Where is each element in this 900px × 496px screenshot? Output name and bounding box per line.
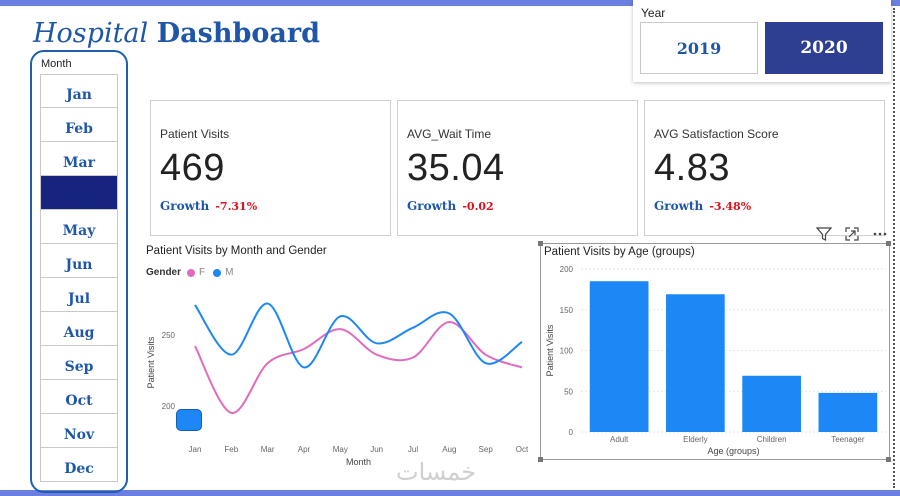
kpi-growth: Growth -7.31% — [160, 199, 257, 213]
kpi-value: 469 — [160, 147, 225, 189]
kpi-label: Patient Visits — [160, 127, 230, 141]
growth-value: -3.48% — [709, 200, 752, 213]
y-tick-label: 250 — [162, 331, 176, 340]
y-tick-label: 0 — [569, 428, 574, 437]
month-slicer: Jan Feb Mar Apr May Jun Jul Aug Sep Oct Nov Dec — [40, 74, 118, 482]
month-option-nov[interactable]: Nov — [40, 414, 118, 448]
chart-legend: Gender F M — [146, 267, 237, 278]
month-option-oct[interactable]: Oct — [40, 380, 118, 414]
y-axis-title: Patient Visits — [545, 324, 555, 376]
month-option-may[interactable]: May — [40, 210, 118, 244]
year-slicer-label: Year — [641, 6, 666, 20]
kpi-card-patient-visits: Patient Visits 469 Growth -7.31% — [150, 100, 391, 236]
x-tick-label: Jan — [189, 445, 202, 454]
x-tick-label: Sep — [479, 445, 494, 454]
page-title: Hospital Dashboard — [33, 18, 320, 49]
bar-adult[interactable] — [589, 281, 649, 432]
y-axis-title: Patient Visits — [146, 336, 156, 388]
kpi-value: 35.04 — [407, 147, 505, 189]
month-slicer-frame — [30, 50, 128, 493]
page-boundary — [893, 8, 895, 488]
resize-handle[interactable] — [886, 457, 891, 462]
y-tick-label: 200 — [560, 265, 574, 274]
kpi-label: AVG_Wait Time — [407, 127, 492, 141]
month-slicer-label: Month — [41, 58, 72, 70]
x-tick-label: Apr — [298, 445, 311, 454]
focus-mode-icon[interactable] — [843, 225, 861, 243]
x-axis-title: Age (groups) — [707, 446, 759, 456]
chart-title: Patient Visits by Month and Gender — [146, 245, 327, 257]
chart-focus-button[interactable] — [176, 409, 202, 431]
x-tick-label: Elderly — [683, 435, 707, 444]
x-tick-label: Adult — [610, 435, 629, 444]
bar-chart-plot: 0 50 100 150 200 Adult Elderly Children Teenager… — [545, 265, 886, 456]
y-tick-label: 50 — [564, 387, 573, 396]
kpi-value: 4.83 — [654, 147, 730, 189]
bar-elderly[interactable] — [666, 294, 725, 432]
growth-label: Growth — [654, 199, 704, 213]
title-part-dashboard: Dashboard — [156, 18, 320, 49]
legend-item-f[interactable]: F — [199, 267, 206, 278]
x-tick-label: Aug — [442, 445, 456, 454]
visual-header-toolbar — [815, 225, 889, 243]
month-option-feb[interactable]: Feb — [40, 108, 118, 142]
month-option-jan[interactable]: Jan — [40, 74, 118, 108]
bar-children[interactable] — [742, 375, 801, 432]
resize-handle[interactable] — [538, 457, 543, 462]
x-tick-label: May — [333, 445, 348, 454]
series-line-m[interactable] — [194, 302, 523, 369]
chart-title: Patient Visits by Age (groups) — [544, 246, 695, 258]
series-line-f[interactable] — [194, 321, 523, 414]
line-chart-plot: 200 250 Jan Feb Mar Apr May Jun Jul Aug Sep Oct Mont… — [146, 302, 529, 467]
y-tick-label: 150 — [560, 306, 574, 315]
kpi-card-avg-wait-time: AVG_Wait Time 35.04 Growth -0.02 — [397, 100, 638, 236]
x-tick-label: Jun — [370, 445, 383, 454]
month-option-apr[interactable]: Apr — [40, 176, 118, 210]
x-tick-label: Mar — [261, 445, 275, 454]
x-tick-label: Feb — [224, 445, 238, 454]
year-option-2019[interactable]: 2019 — [640, 22, 758, 74]
bottom-accent-bar — [0, 490, 900, 496]
filter-icon[interactable] — [815, 225, 833, 243]
resize-handle[interactable] — [886, 241, 891, 246]
bar-chart-visits-by-age: Patient Visits by Age (groups) 0 50 100 150… — [540, 243, 890, 460]
legend-marker-m — [213, 268, 222, 277]
resize-handle[interactable] — [538, 241, 543, 246]
month-option-dec[interactable]: Dec — [40, 448, 118, 482]
month-option-jul[interactable]: Jul — [40, 278, 118, 312]
legend-marker-f — [187, 268, 196, 277]
legend-item-m[interactable]: M — [225, 267, 234, 278]
line-chart-visits-by-month-gender: Patient Visits by Month and Gender Gende… — [140, 240, 535, 490]
growth-label: Growth — [407, 199, 457, 213]
more-options-icon[interactable] — [871, 225, 889, 243]
kpi-label: AVG Satisfaction Score — [654, 127, 779, 141]
y-tick-label: 200 — [162, 402, 176, 411]
year-option-2020[interactable]: 2020 — [765, 22, 883, 74]
y-tick-label: 100 — [560, 347, 574, 356]
month-option-sep[interactable]: Sep — [40, 346, 118, 380]
x-axis-title: Month — [346, 457, 371, 467]
growth-value: -7.31% — [215, 200, 258, 213]
title-part-hospital: Hospital — [33, 18, 149, 49]
growth-value: -0.02 — [462, 200, 494, 213]
kpi-growth: Growth -0.02 — [407, 199, 494, 213]
kpi-growth: Growth -3.48% — [654, 199, 751, 213]
growth-label: Growth — [160, 199, 210, 213]
bar-teenager[interactable] — [818, 392, 878, 432]
x-tick-label: Jul — [408, 445, 418, 454]
kpi-card-avg-satisfaction: AVG Satisfaction Score 4.83 Growth -3.48… — [644, 100, 885, 236]
top-accent-bar — [0, 0, 900, 6]
x-tick-label: Children — [757, 435, 787, 444]
month-option-aug[interactable]: Aug — [40, 312, 118, 346]
x-tick-label: Oct — [516, 445, 529, 454]
watermark: خمسات — [396, 458, 477, 486]
month-option-mar[interactable]: Mar — [40, 142, 118, 176]
legend-title: Gender — [146, 267, 182, 278]
x-tick-label: Teenager — [831, 435, 865, 444]
month-option-jun[interactable]: Jun — [40, 244, 118, 278]
